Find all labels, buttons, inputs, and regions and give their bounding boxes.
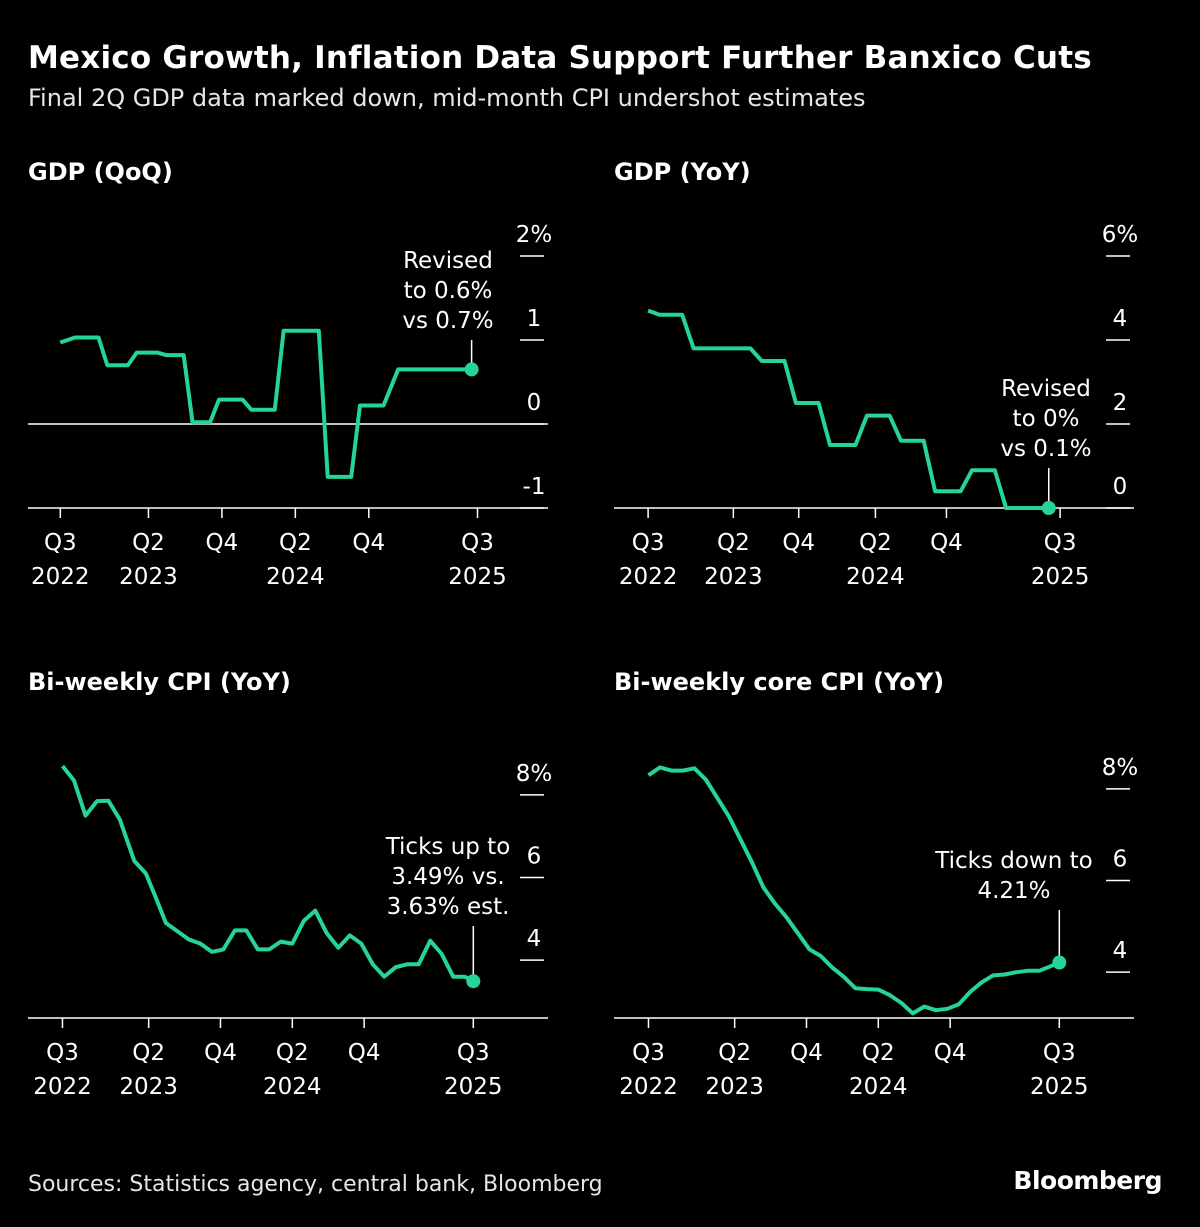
y-tick-label: 1: [527, 306, 542, 332]
latest-value-marker: [466, 974, 481, 989]
annotation-text: Ticks down to: [934, 848, 1092, 874]
panel-biweekly-cpi: Bi-weekly CPI (YoY) 8% 6 4 Q3 2022 Q2 2023 Q4 Q2…: [28, 668, 588, 1138]
x-tick-label: Q3: [461, 530, 494, 556]
x-tick-year-label: 2023: [119, 564, 178, 590]
y-tick-label: 4: [1113, 938, 1128, 964]
y-tick-label: 6: [1113, 847, 1128, 873]
x-tick-label: Q2: [862, 1040, 895, 1066]
x-tick-label: Q2: [717, 530, 750, 556]
y-tick-label: 6%: [1102, 222, 1139, 248]
x-tick-year-label: 2025: [448, 564, 507, 590]
chart-svg: 8% 6 4 Q3 2022 Q2 2023 Q4 Q2 2024 Q4 Q3 2025 Ticks do…: [614, 755, 1139, 1100]
x-tick-label: Q4: [930, 530, 963, 556]
x-tick-label: Q2: [718, 1040, 751, 1066]
y-tick-label: 6: [527, 844, 542, 870]
panel-biweekly-core-cpi: Bi-weekly core CPI (YoY) 8% 6 4 Q3 2022 Q2 202…: [614, 668, 1174, 1138]
y-tick-label: 0: [527, 390, 542, 416]
chart-svg: 6% 4 2 0 Q3 2022 Q2 2023 Q4 Q2 2024 Q4 Q3 2025 Revised…: [614, 222, 1139, 590]
panel-gdp-qoq: GDP (QoQ) 2% 1 0 -1 Q3 2022 Q2 2023 Q4 Q2 2024 Q4 Q3…: [28, 158, 588, 628]
x-tick-year-label: 2024: [849, 1074, 908, 1100]
latest-value-marker: [1041, 501, 1056, 515]
x-tick-label: Q2: [859, 530, 892, 556]
y-tick-label: 2%: [516, 222, 553, 248]
y-tick-label: 8%: [516, 761, 553, 787]
x-tick-label: Q3: [632, 1040, 665, 1066]
x-tick-label: Q2: [279, 530, 312, 556]
y-tick-label: 0: [1113, 474, 1128, 500]
panel-gdp-yoy: GDP (YoY) 6% 4 2 0 Q3 2022 Q2 2023 Q4 Q2 2024 Q4 Q3 2…: [614, 158, 1174, 628]
annotation-text: vs 0.7%: [402, 308, 493, 334]
x-tick-label: Q3: [1043, 1040, 1076, 1066]
annotation-text: to 0%: [1013, 406, 1080, 432]
annotation-text: Revised: [1001, 376, 1091, 402]
x-tick-year-label: 2023: [704, 564, 763, 590]
series-line: [60, 764, 475, 983]
annotation-text: to 0.6%: [404, 278, 493, 304]
series-line: [647, 765, 1061, 1016]
x-tick-label: Q2: [276, 1040, 309, 1066]
x-tick-year-label: 2023: [119, 1074, 178, 1100]
chart-svg: 2% 1 0 -1 Q3 2022 Q2 2023 Q4 Q2 2024 Q4 Q3 2025 Revise…: [28, 222, 553, 590]
x-tick-label: Q3: [44, 530, 77, 556]
x-tick-label: Q3: [457, 1040, 490, 1066]
x-tick-year-label: 2024: [263, 1074, 322, 1100]
annotation-text: Ticks up to: [385, 834, 511, 860]
x-tick-label: Q2: [132, 530, 165, 556]
x-tick-label: Q4: [204, 1040, 237, 1066]
y-tick-label: 2: [1113, 390, 1128, 416]
x-tick-year-label: 2023: [705, 1074, 764, 1100]
annotation-text: 3.49% vs.: [391, 864, 504, 890]
x-tick-label: Q4: [934, 1040, 967, 1066]
x-tick-label: Q3: [46, 1040, 79, 1066]
x-tick-year-label: 2024: [266, 564, 325, 590]
x-tick-year-label: 2022: [619, 564, 678, 590]
x-tick-label: Q2: [132, 1040, 165, 1066]
x-tick-year-label: 2022: [619, 1074, 678, 1100]
x-tick-year-label: 2025: [1030, 1074, 1089, 1100]
y-tick-label: 8%: [1102, 755, 1139, 781]
x-tick-year-label: 2022: [31, 564, 90, 590]
y-tick-label: -1: [523, 474, 546, 500]
x-tick-label: Q4: [782, 530, 815, 556]
bloomberg-logo: Bloomberg: [1013, 1166, 1162, 1195]
annotation-text: 4.21%: [977, 878, 1050, 904]
latest-value-marker: [464, 362, 479, 377]
panel-title: GDP (QoQ): [28, 158, 173, 186]
x-tick-label: Q3: [632, 530, 665, 556]
panel-title: Bi-weekly core CPI (YoY): [614, 668, 945, 696]
source-note: Sources: Statistics agency, central bank…: [28, 1172, 603, 1197]
x-tick-label: Q4: [206, 530, 239, 556]
x-tick-year-label: 2025: [444, 1074, 503, 1100]
annotation-text: Revised: [403, 248, 493, 274]
y-tick-label: 4: [1113, 306, 1128, 332]
y-tick-label: 4: [527, 926, 542, 952]
chart-title: Mexico Growth, Inflation Data Support Fu…: [28, 40, 1092, 76]
chart-svg: 8% 6 4 Q3 2022 Q2 2023 Q4 Q2 2024 Q4 Q3 2025 Ticks up…: [28, 761, 553, 1100]
annotation-text: vs 0.1%: [1000, 436, 1091, 462]
x-tick-label: Q3: [1044, 530, 1077, 556]
panel-title: GDP (YoY): [614, 158, 751, 186]
x-tick-label: Q4: [790, 1040, 823, 1066]
x-tick-label: Q4: [348, 1040, 381, 1066]
latest-value-marker: [1052, 955, 1067, 970]
panel-title: Bi-weekly CPI (YoY): [28, 668, 291, 696]
series-line: [59, 328, 472, 479]
x-tick-label: Q4: [352, 530, 385, 556]
series-line: [647, 308, 1049, 510]
chart-subtitle: Final 2Q GDP data marked down, mid-month…: [28, 84, 866, 112]
x-tick-year-label: 2024: [846, 564, 905, 590]
annotation-text: 3.63% est.: [387, 894, 510, 920]
x-tick-year-label: 2025: [1031, 564, 1090, 590]
x-tick-year-label: 2022: [33, 1074, 92, 1100]
